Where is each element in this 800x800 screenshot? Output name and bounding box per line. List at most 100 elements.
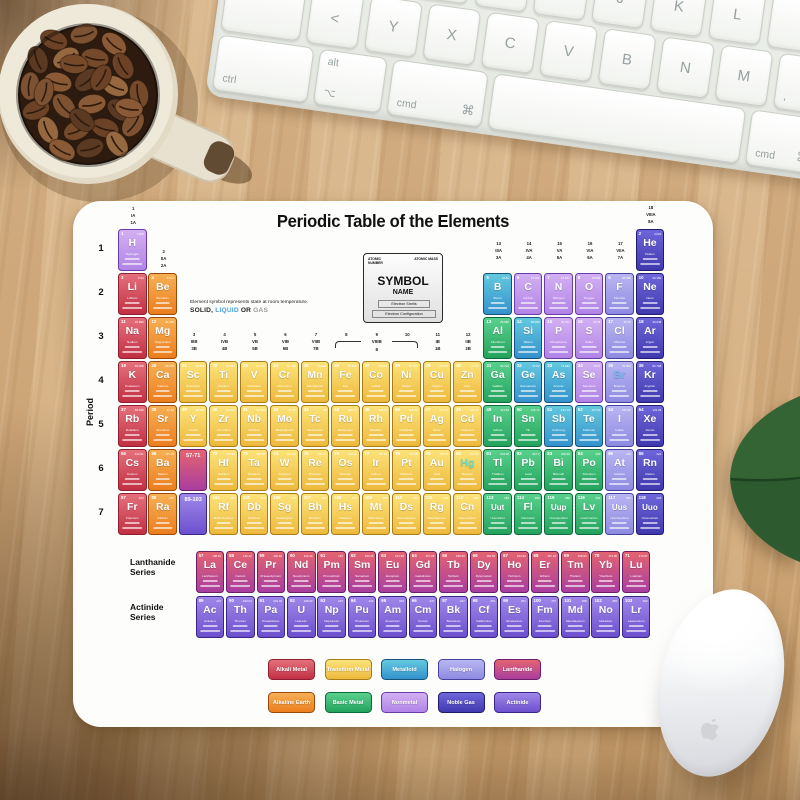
element-In: 49 114.82 In Indium xyxy=(483,405,512,447)
viiib-label: VIIIB xyxy=(371,339,382,344)
lanthanide-series-label: Lanthanide Series xyxy=(130,557,176,577)
element-Tc: 43 98 Tc Technetium xyxy=(300,405,330,447)
element-Hg: 80 200.59 Hg Mercury xyxy=(452,449,482,491)
element-Po: 84 209 Po Polonium xyxy=(574,449,604,491)
actinide-series-label: Actinide Series xyxy=(130,602,164,622)
element-Br: 35 79.904 Br Bromine xyxy=(605,361,634,403)
element-Mt: 109 268 Mt Meitnerium xyxy=(361,493,391,535)
element-Bh: 107 264 Bh Bohrium xyxy=(300,493,330,535)
legend-item-alkali: Alkali Metal xyxy=(268,659,315,680)
element-Sm: 62 150.36 Sm Samarium xyxy=(347,551,377,593)
key-B: B xyxy=(597,28,657,91)
element-Ir: 77 192.22 Ir Iridium xyxy=(361,449,391,491)
element-Bk: 97 247 Bk Berkelium xyxy=(439,596,468,638)
key-?: ?, xyxy=(772,52,800,116)
group-label-11: 11 IB 1B xyxy=(434,332,441,351)
element-Se: 34 78.97 Se Selenium xyxy=(574,361,604,403)
element-Pt: 78 195.08 Pt Platinum xyxy=(392,449,421,491)
element-Ne: 10 20.180 Ne Neon xyxy=(635,273,665,315)
element-U: 92 238.03 U Uranium xyxy=(286,596,316,638)
element-K: 19 39.098 K Potassium xyxy=(118,361,147,403)
legend-item-transition: Transition Metal xyxy=(324,659,372,680)
key-name: NAME xyxy=(392,289,414,296)
element-F: 9 18.998 F Fluorine xyxy=(605,273,634,315)
element-Rf: 104 261 Rf Rutherfordium xyxy=(209,493,238,535)
placeholder-89-103: 89-103 xyxy=(178,493,208,535)
period-number-3: 3 xyxy=(98,331,104,342)
element-At: 85 210 At Astatine xyxy=(605,449,634,491)
element-Tb: 65 158.93 Tb Terbium xyxy=(439,551,468,593)
element-Ho: 67 164.93 Ho Holmium xyxy=(500,551,529,593)
element-Pd: 46 106.42 Pd Palladium xyxy=(392,405,421,447)
element-Rh: 45 102.91 Rh Rhodium xyxy=(361,405,391,447)
coffee-beans xyxy=(19,23,150,162)
element-Dy: 66 162.50 Dy Dysprosium xyxy=(469,551,499,593)
element-Mo: 42 95.95 Mo Molybdenum xyxy=(270,405,299,447)
state-note-line: Element symbol represents state at room … xyxy=(190,300,309,305)
element-Yb: 70 173.05 Yb Ytterbium xyxy=(591,551,621,593)
state-gas: GAS xyxy=(253,307,269,314)
period-number-1: 1 xyxy=(98,243,104,254)
period-number-4: 4 xyxy=(98,375,104,386)
element-Os: 76 190.23 Os Osmium xyxy=(331,449,360,491)
element-Ni: 28 58.693 Ni Nickel xyxy=(392,361,421,403)
element-Zn: 30 65.38 Zn Zinc xyxy=(452,361,482,403)
element-Pa: 91 231.04 Pa Protactinium xyxy=(256,596,286,638)
key-V: V xyxy=(538,19,599,83)
key-N: N xyxy=(655,36,716,99)
element-Ra: 88 226 Ra Radium xyxy=(148,493,178,535)
legend-item-lanthanide: Lanthanide xyxy=(494,659,541,680)
key-G: G xyxy=(474,0,534,13)
legend-item-metalloid: Metalloid xyxy=(381,659,428,680)
group-label-8: 8 xyxy=(345,332,348,337)
element-C: 6 12.011 C Carbon xyxy=(513,273,543,315)
key-cmd: cmd ⌘ xyxy=(744,109,800,175)
key-X: X xyxy=(422,3,482,67)
period-number-5: 5 xyxy=(98,419,104,430)
element-Hf: 72 178.49 Hf Hafnium xyxy=(209,449,238,491)
element-Cf: 98 251 Cf Californium xyxy=(469,596,499,638)
element-Nd: 60 144.24 Nd Neodymium xyxy=(286,551,316,593)
group-label-15: 15 VA 5A xyxy=(556,241,563,260)
element-La: 57 138.91 La Lanthanum xyxy=(195,551,225,593)
key-electron-config: Electron Configuration xyxy=(372,310,436,318)
element-Mg: 12 24.305 Mg Magnesium xyxy=(148,317,178,359)
element-Th: 90 232.04 Th Thorium xyxy=(226,596,255,638)
element-Cs: 55 132.91 Cs Cesium xyxy=(118,449,147,491)
key-electron-shells: Electron Shells xyxy=(378,300,430,308)
element-Np: 93 237 Np Neptunium xyxy=(317,596,346,638)
element-Mn: 25 54.938 Mn Manganese xyxy=(300,361,330,403)
key-alt: alt ⌥ xyxy=(312,48,388,114)
element-W: 74 183.84 W Tungsten xyxy=(270,449,299,491)
element-Na: 11 22.990 Na Sodium xyxy=(118,317,147,359)
element-Gd: 64 157.25 Gd Gadolinium xyxy=(408,551,438,593)
element-Uup: 115 288 Uup Ununpentium xyxy=(544,493,573,535)
element-Lr: 103 262 Lr Lawrencium xyxy=(621,596,651,638)
key-atomic-number: ATOMIC NUMBER xyxy=(368,257,383,265)
element-Fm: 100 257 Fm Fermium xyxy=(530,596,560,638)
element-Sr: 38 87.62 Sr Strontium xyxy=(148,405,178,447)
element-Si: 14 28.085 Si Silicon xyxy=(513,317,543,359)
element-Cn: 112 285 Cn Copernicium xyxy=(452,493,482,535)
group-label-5: 5 VB 5B xyxy=(252,332,258,351)
key-Y: Y xyxy=(363,0,424,58)
group-label-18: 18 VIIIA 8A xyxy=(646,205,656,224)
element-Ge: 32 72.63 Ge Germanium xyxy=(513,361,543,403)
element-As: 33 74.922 As Arsenic xyxy=(544,361,573,403)
element-Uus: 117 294 Uus Ununseptium xyxy=(605,493,634,535)
state-solid: SOLID, xyxy=(190,307,214,314)
element-Zr: 40 91.224 Zr Zirconium xyxy=(209,405,238,447)
element-Cr: 24 51.996 Cr Chromium xyxy=(270,361,299,403)
key-symbol: SYMBOL xyxy=(377,274,429,288)
element-Cu: 29 63.546 Cu Copper xyxy=(422,361,452,403)
period-axis-label: Period xyxy=(85,398,95,427)
element-V: 23 50.942 V Vanadium xyxy=(239,361,269,403)
element-Nb: 41 92.906 Nb Niobium xyxy=(239,405,269,447)
legend-item-noble: Noble Gas xyxy=(437,692,485,713)
computer-mouse xyxy=(640,576,800,790)
element-Kr: 36 83.798 Kr Krypton xyxy=(635,361,665,403)
element-Tm: 69 168.93 Tm Thulium xyxy=(561,551,590,593)
element-Co: 27 58.933 Co Cobalt xyxy=(361,361,391,403)
group-label-10: 10 xyxy=(404,332,410,337)
element-No: 102 259 No Nobelium xyxy=(591,596,621,638)
